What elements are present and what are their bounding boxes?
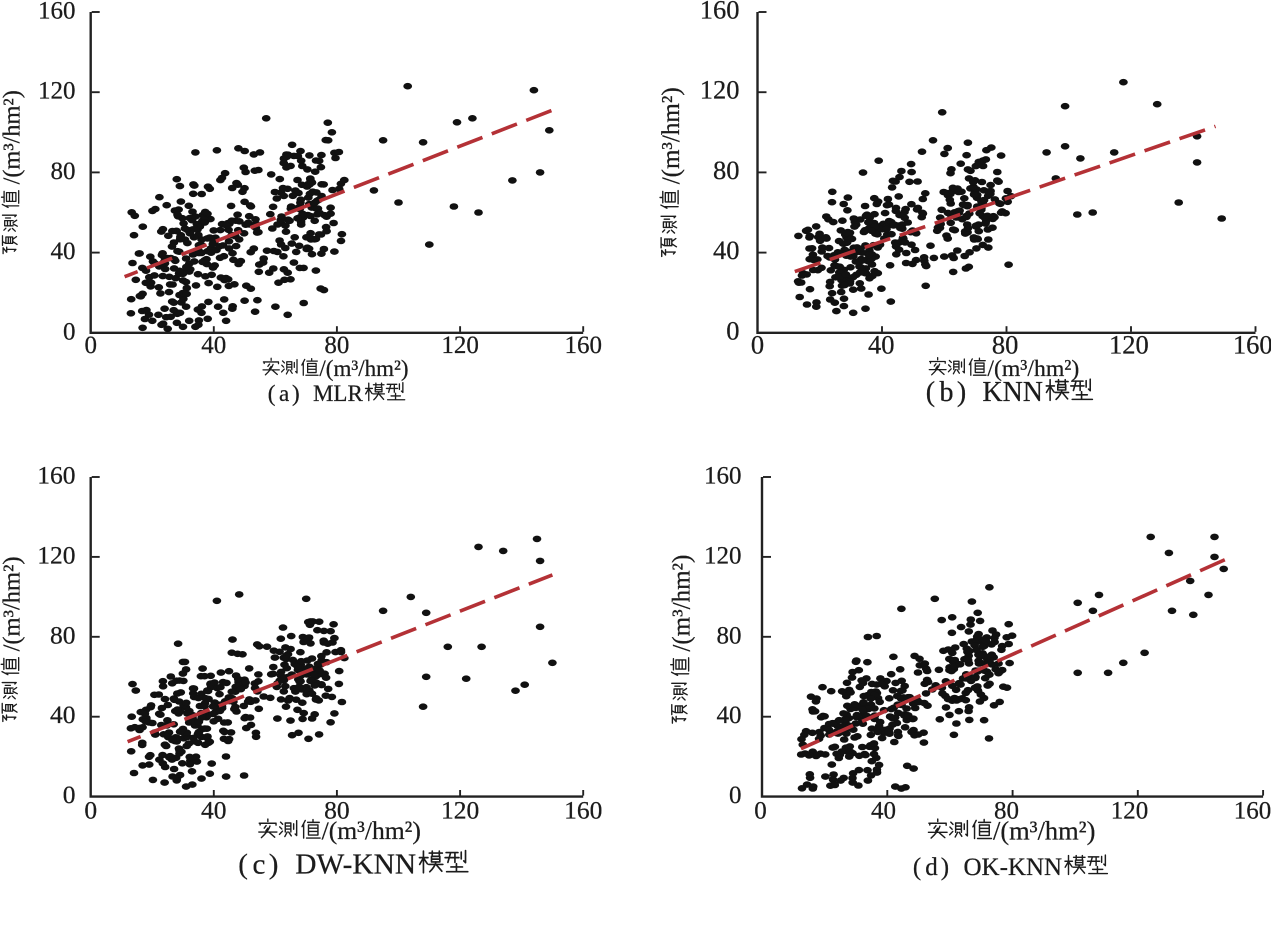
svg-text:0: 0 xyxy=(63,318,76,345)
svg-text:/(m³/hm²): /(m³/hm²) xyxy=(658,87,685,184)
svg-text:a: a xyxy=(279,381,289,406)
svg-text:80: 80 xyxy=(713,155,740,185)
svg-text:80: 80 xyxy=(717,622,742,649)
svg-text:(: ( xyxy=(268,381,276,406)
svg-text:160: 160 xyxy=(1233,330,1271,360)
svg-text:40: 40 xyxy=(713,235,740,265)
svg-text:40: 40 xyxy=(868,330,895,360)
svg-text:DW-KNN: DW-KNN xyxy=(295,849,416,881)
svg-text:d: d xyxy=(925,854,938,881)
svg-text:80: 80 xyxy=(51,158,76,185)
svg-text:/(m³/hm²): /(m³/hm²) xyxy=(319,356,408,381)
svg-text:160: 160 xyxy=(700,0,740,25)
svg-text:40: 40 xyxy=(717,702,742,729)
svg-text:120: 120 xyxy=(441,796,479,825)
svg-text:120: 120 xyxy=(704,542,742,569)
svg-text:): ) xyxy=(292,381,300,406)
svg-text:160: 160 xyxy=(37,461,75,490)
svg-text:0: 0 xyxy=(751,330,764,360)
svg-text:): ) xyxy=(941,854,949,881)
svg-text:/(m³/hm²): /(m³/hm²) xyxy=(993,816,1095,846)
svg-text:120: 120 xyxy=(1109,330,1149,360)
svg-text:(: ( xyxy=(926,377,935,408)
svg-text:40: 40 xyxy=(201,796,227,825)
svg-text:OK-KNN: OK-KNN xyxy=(964,854,1063,881)
svg-text:40: 40 xyxy=(871,798,896,825)
svg-text:80: 80 xyxy=(50,620,76,649)
svg-text:160: 160 xyxy=(564,796,602,825)
svg-text:0: 0 xyxy=(84,796,97,825)
svg-text:/(m³/hm²): /(m³/hm²) xyxy=(0,90,26,184)
svg-text:0: 0 xyxy=(726,315,739,345)
svg-text:120: 120 xyxy=(38,78,76,105)
svg-text:80: 80 xyxy=(324,796,350,825)
svg-text:80: 80 xyxy=(324,332,349,359)
svg-text:b: b xyxy=(940,377,954,408)
svg-text:): ) xyxy=(269,849,279,881)
svg-text:120: 120 xyxy=(37,540,75,569)
svg-text:/(m³/hm²): /(m³/hm²) xyxy=(0,556,26,651)
svg-text:40: 40 xyxy=(201,332,226,359)
svg-text:160: 160 xyxy=(704,463,742,490)
svg-text:): ) xyxy=(957,377,966,408)
svg-text:KNN: KNN xyxy=(982,377,1043,408)
svg-text:(: ( xyxy=(913,854,921,881)
svg-text:160: 160 xyxy=(38,0,76,25)
svg-text:0: 0 xyxy=(754,798,767,825)
svg-text:40: 40 xyxy=(50,700,76,729)
svg-text:40: 40 xyxy=(51,238,76,265)
svg-text:160: 160 xyxy=(564,332,602,359)
svg-text:(: ( xyxy=(238,849,248,881)
svg-text:/(m³/hm²): /(m³/hm²) xyxy=(322,816,421,845)
svg-text:120: 120 xyxy=(1111,798,1149,825)
svg-text:120: 120 xyxy=(441,332,479,359)
svg-text:80: 80 xyxy=(992,330,1019,360)
svg-text:0: 0 xyxy=(63,780,76,809)
svg-text:80: 80 xyxy=(994,798,1019,825)
svg-text:0: 0 xyxy=(84,332,97,359)
svg-text:MLR: MLR xyxy=(313,381,363,406)
svg-text:0: 0 xyxy=(729,782,742,809)
svg-text:120: 120 xyxy=(700,75,740,105)
svg-text:/(m³/hm²): /(m³/hm²) xyxy=(669,555,696,652)
svg-text:160: 160 xyxy=(1234,798,1271,825)
svg-text:/(m³/hm²): /(m³/hm²) xyxy=(987,356,1079,382)
svg-text:c: c xyxy=(253,849,266,881)
